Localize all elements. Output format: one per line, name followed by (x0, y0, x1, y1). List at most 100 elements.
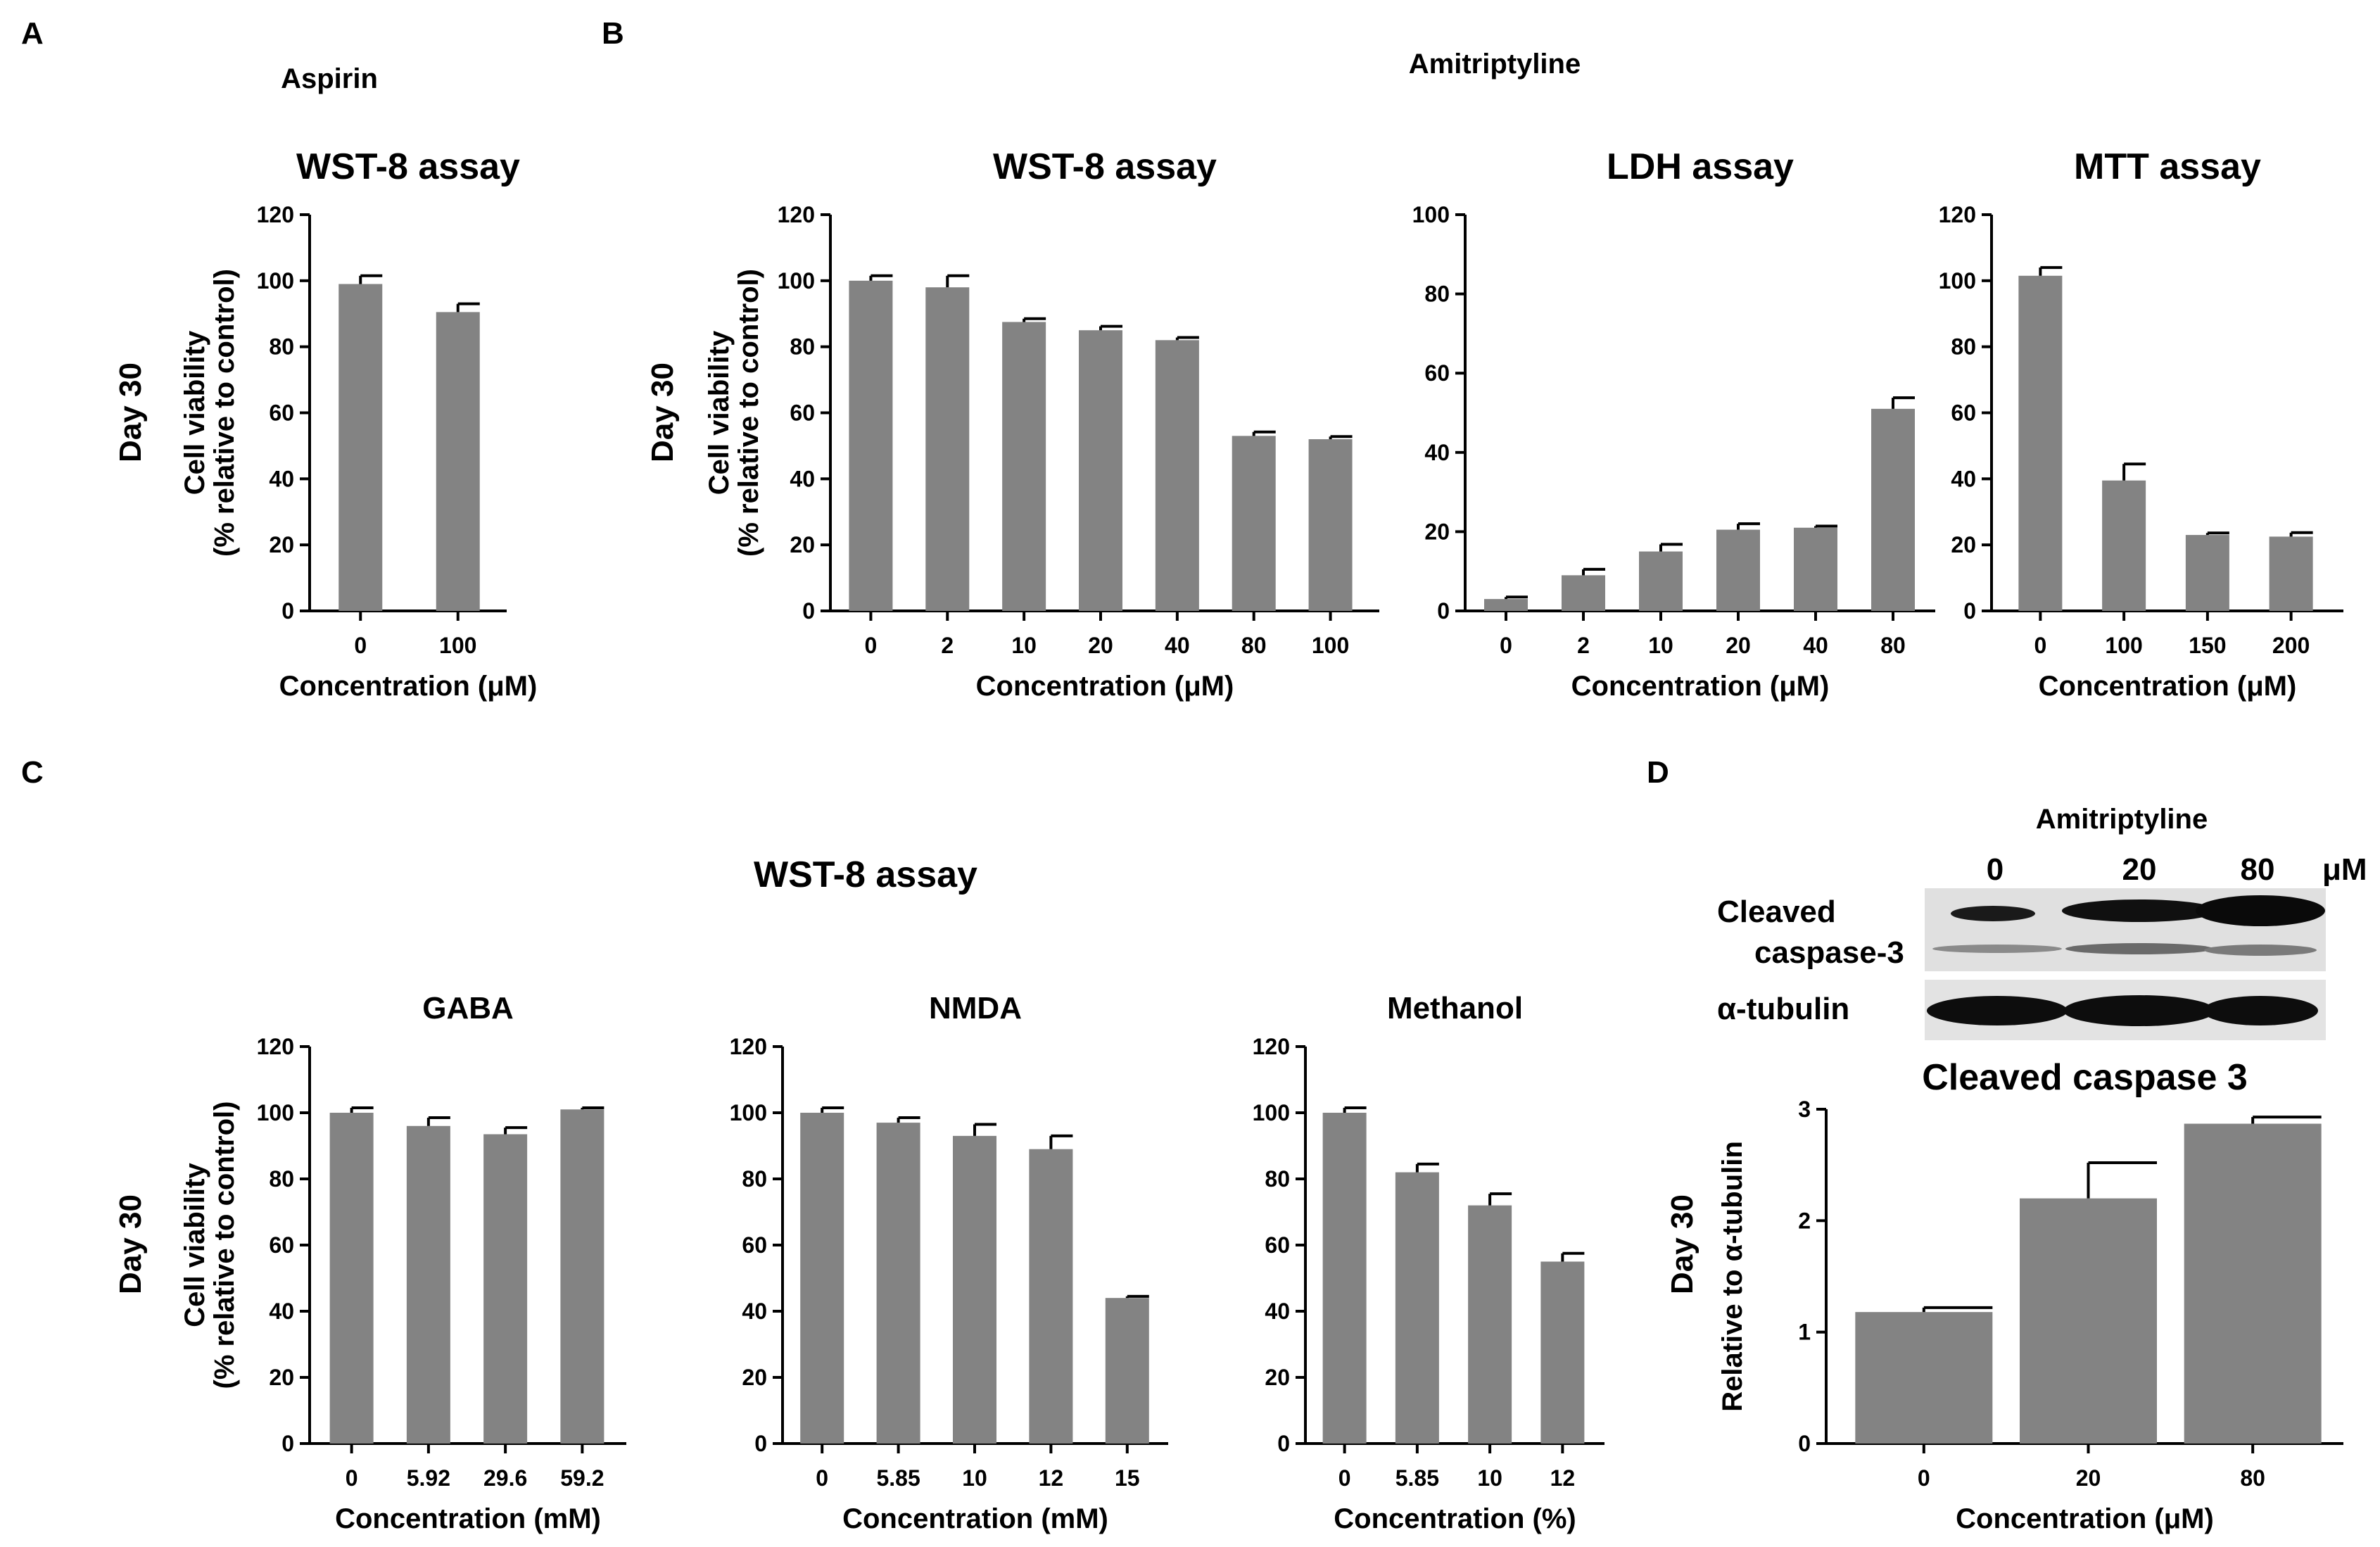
x-axis-label: Concentration (μM) (1956, 1503, 2214, 1534)
y-tick-label: 60 (742, 1232, 767, 1258)
band-tubulin-20 (2063, 995, 2215, 1026)
x-tick-label: 80 (1880, 633, 1906, 658)
panel-label-b: B (602, 16, 624, 51)
bar-0 (1484, 599, 1528, 611)
blot-lane-20: 20 (2122, 852, 2157, 887)
y-tick-label: 60 (269, 1232, 294, 1258)
bar-0 (800, 1113, 844, 1444)
band-caspase-0 (1951, 906, 2035, 921)
y-tick-label: 40 (269, 466, 294, 491)
x-tick-label: 0 (865, 633, 878, 658)
blot-lane-0: 0 (1987, 852, 2004, 887)
x-tick-label: 15 (1115, 1465, 1140, 1491)
x-axis-label: Concentration (%) (1334, 1503, 1576, 1534)
bar-0 (329, 1113, 374, 1444)
y-tick-label: 0 (1963, 598, 1976, 624)
y-axis-label: Cell viability (179, 1163, 210, 1327)
band-caspase-faint-80 (2204, 945, 2317, 956)
y-tick-label: 120 (257, 202, 294, 227)
y-tick-label: 0 (1277, 1431, 1290, 1456)
bar-0 (338, 284, 383, 611)
y-tick-label: 100 (1939, 268, 1976, 293)
chart-b-ldh: LDH assay 0 20 40 60 80 100 0 2 10 20 40 80 Concentra… (1412, 146, 1935, 702)
x-tick-label: 5.92 (407, 1465, 450, 1491)
x-tick-label: 100 (439, 633, 476, 658)
y-tick-label: 60 (1424, 360, 1450, 386)
y-tick-label: 100 (1253, 1100, 1290, 1125)
bar-0 (1855, 1312, 1993, 1444)
bar-10 (953, 1135, 996, 1444)
y-tick-label: 40 (1424, 440, 1450, 465)
y-tick-label: 0 (281, 598, 294, 624)
x-axis-label: Concentration (mM) (335, 1503, 601, 1534)
bar-150 (2185, 535, 2229, 611)
y-tick-label: 80 (790, 334, 815, 360)
bar-2 (1562, 575, 1605, 611)
chart-title: NMDA (929, 991, 1022, 1025)
y-tick-label: 2 (1798, 1208, 1811, 1233)
x-tick-label: 0 (346, 1465, 358, 1491)
bar-5.92 (406, 1125, 450, 1444)
x-tick-label: 29.6 (483, 1465, 527, 1491)
bar-0 (2018, 275, 2063, 611)
chart-title: MTT assay (2074, 146, 2261, 187)
bar-20 (1716, 529, 1760, 611)
band-tubulin-80 (2203, 996, 2318, 1025)
chart-title: LDH assay (1607, 146, 1794, 187)
chart-c-methanol: Methanol 0 20 40 60 80 100 120 0 5.85 10 12 Concentr… (1253, 991, 1604, 1534)
y-tick-label: 40 (1951, 466, 1976, 491)
bar-40 (1794, 527, 1837, 611)
y-tick-label: 100 (778, 268, 815, 293)
bar-40 (1155, 340, 1199, 611)
chart-c-gaba: GABA 0 20 40 60 80 100 120 0 5.92 29.6 59.2 Concentr… (179, 991, 626, 1534)
y-tick-label: 40 (1265, 1299, 1290, 1324)
y-tick-label: 0 (754, 1431, 767, 1456)
bar-10 (1639, 551, 1683, 611)
chart-c-nmda: NMDA 0 20 40 60 80 100 120 0 5.85 10 12 15 Concentrat… (730, 991, 1168, 1534)
y-tick-label: 80 (269, 334, 294, 360)
x-tick-label: 20 (2076, 1465, 2101, 1491)
y-tick-label: 80 (1265, 1166, 1290, 1192)
band-caspase-faint-20 (2065, 943, 2213, 954)
x-tick-label: 0 (1338, 1465, 1351, 1491)
bar-100 (2102, 480, 2146, 611)
y-tick-label: 120 (730, 1034, 767, 1059)
panel-label-d: D (1647, 755, 1669, 790)
y-axis-label-line2: (% relative to control) (733, 269, 764, 557)
x-axis-label: Concentration (μM) (1571, 671, 1830, 702)
bar-10 (1468, 1205, 1512, 1444)
y-axis-label: Cell viability (704, 330, 735, 495)
chart-b-mtt: MTT assay 0 20 40 60 80 100 120 0 100 150 200 Concen… (1939, 146, 2343, 702)
panel-label-c: C (21, 755, 44, 790)
y-tick-label: 120 (778, 202, 815, 227)
x-axis-label: Concentration (mM) (842, 1503, 1108, 1534)
blot-header: Amitriptyline (2036, 804, 2208, 835)
y-tick-label: 80 (742, 1166, 767, 1192)
y-tick-label: 60 (1265, 1232, 1290, 1258)
y-tick-label: 3 (1798, 1097, 1811, 1122)
x-tick-label: 10 (1477, 1465, 1502, 1491)
band-caspase-20 (2062, 899, 2217, 922)
bar-5.85 (1395, 1172, 1439, 1444)
blot-lane-80: 80 (2241, 852, 2275, 887)
western-blot: Amitriptyline 0 20 80 μM Cleaved caspase… (1717, 804, 2367, 1040)
y-axis-label: Cell viability (179, 330, 210, 495)
day-label-d: Day 30 (1665, 1194, 1699, 1294)
y-tick-label: 120 (1253, 1034, 1290, 1059)
y-tick-label: 60 (1951, 400, 1976, 426)
bar-5.85 (876, 1123, 920, 1444)
day-label-c: Day 30 (113, 1194, 148, 1294)
x-tick-label: 0 (2034, 633, 2046, 658)
x-tick-label: 20 (1726, 633, 1751, 658)
y-tick-label: 80 (1951, 334, 1976, 360)
x-axis-label: Concentration (μM) (2039, 671, 2297, 702)
bar-2 (925, 287, 970, 611)
x-tick-label: 100 (2105, 633, 2142, 658)
blot-unit: μM (2322, 852, 2367, 887)
x-tick-label: 10 (1011, 633, 1037, 658)
x-tick-label: 40 (1803, 633, 1828, 658)
bar-80 (1232, 436, 1276, 611)
bar-80 (1871, 408, 1915, 611)
chart-title: WST-8 assay (296, 146, 520, 187)
